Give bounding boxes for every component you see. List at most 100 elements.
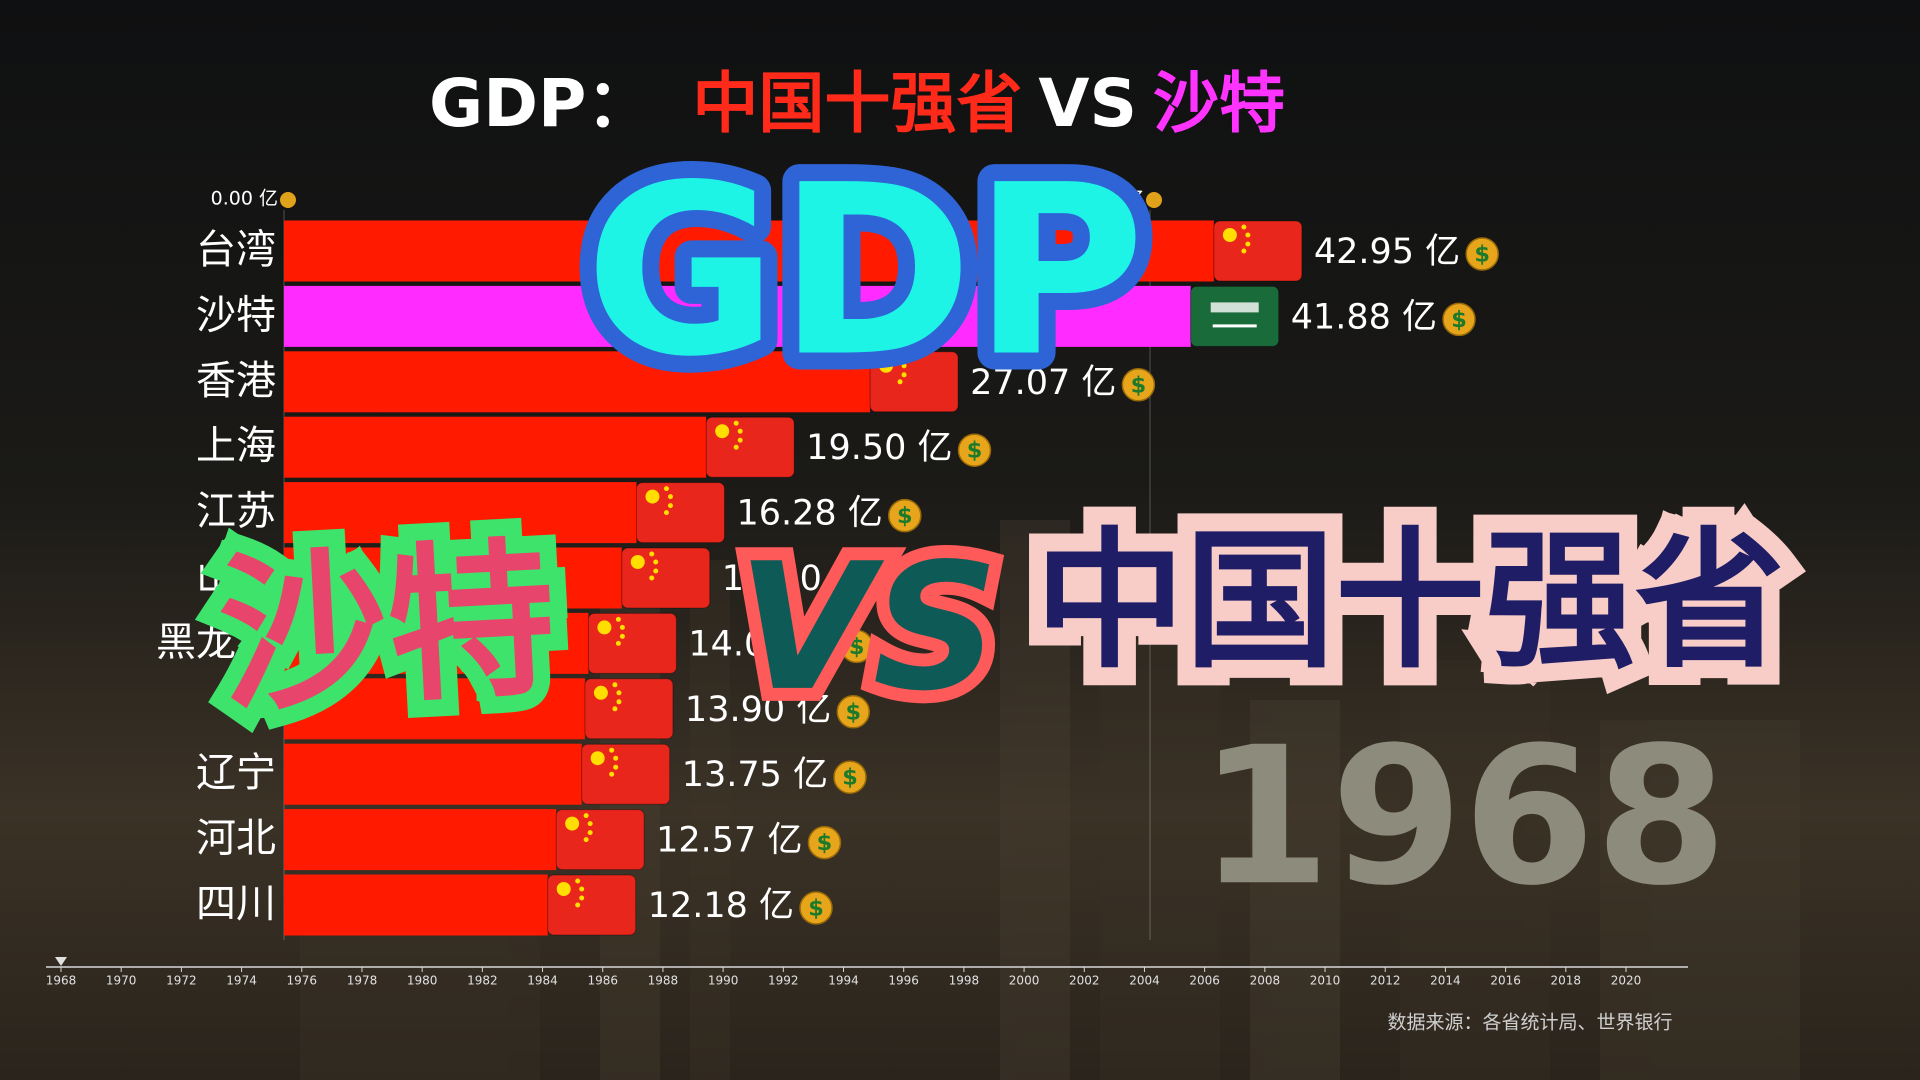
timeline-label: 1984 bbox=[527, 974, 558, 988]
category-label: 台湾 bbox=[196, 227, 276, 273]
timeline-label: 1992 bbox=[768, 974, 799, 988]
flag-star bbox=[616, 699, 622, 705]
timeline-label: 2014 bbox=[1430, 974, 1461, 988]
flag-star bbox=[575, 878, 581, 884]
timeline-marker bbox=[55, 957, 67, 966]
category-label: 河北 bbox=[196, 816, 276, 862]
flag-sword bbox=[1212, 324, 1257, 328]
flag-star bbox=[556, 882, 571, 896]
timeline-label: 1998 bbox=[949, 974, 980, 988]
flag-star bbox=[597, 620, 612, 635]
flag-star bbox=[613, 755, 619, 761]
value-label: 41.88 亿 bbox=[1291, 297, 1437, 337]
flag-star bbox=[579, 895, 585, 901]
flag-star bbox=[897, 379, 903, 385]
coin-symbol: $ bbox=[897, 503, 913, 529]
flag-star bbox=[575, 902, 581, 908]
bar bbox=[284, 416, 707, 478]
overlay-texts: GDP 沙特 VS 中国十强省 1968 bbox=[197, 118, 1803, 927]
coin-symbol: $ bbox=[1451, 307, 1467, 333]
timeline-label: 1982 bbox=[467, 974, 498, 988]
value-label: 12.57 亿 bbox=[656, 821, 802, 861]
value-label: 13.75 亿 bbox=[682, 755, 828, 795]
coin-icon bbox=[833, 760, 867, 794]
timeline-label: 1990 bbox=[708, 974, 739, 988]
flag bbox=[1190, 285, 1280, 347]
overlay-vs: VS bbox=[737, 527, 998, 730]
timeline-label: 1978 bbox=[347, 974, 378, 988]
flag-star bbox=[612, 706, 618, 712]
flag-star bbox=[615, 616, 621, 622]
bar-chart: 0.00 亿 40.00 亿 42.95 亿 $ 台湾 41.88 亿 $ 沙特 27.07 亿… bbox=[46, 188, 1688, 988]
timeline-label: 1980 bbox=[407, 974, 438, 988]
timeline-label: 1986 bbox=[587, 974, 618, 988]
timeline-label: 2016 bbox=[1490, 974, 1521, 988]
flag-star bbox=[615, 640, 621, 646]
coin-icon bbox=[873, 564, 907, 598]
timeline-label: 2012 bbox=[1370, 974, 1401, 988]
title-part: 沙特 bbox=[1153, 65, 1285, 142]
flag-star bbox=[667, 494, 673, 500]
bar bbox=[284, 351, 871, 413]
flag-star bbox=[583, 837, 589, 843]
coin-symbol: $ bbox=[882, 569, 898, 595]
flag-star bbox=[737, 428, 743, 434]
flag-star bbox=[715, 424, 730, 439]
overlay-right: 中国十强省 bbox=[1035, 515, 1785, 689]
coin-icon bbox=[839, 629, 874, 664]
flag-star bbox=[879, 358, 894, 373]
flag-star bbox=[1245, 241, 1251, 247]
coin-symbol: $ bbox=[1474, 242, 1490, 268]
timeline-label: 2018 bbox=[1551, 974, 1582, 988]
coin-symbol: $ bbox=[808, 896, 824, 922]
value-label: 12.18 亿 bbox=[648, 886, 794, 926]
x-tick-label: 40.00 亿 bbox=[1065, 188, 1144, 210]
flag-star bbox=[593, 685, 608, 700]
coin-symbol: $ bbox=[849, 634, 865, 660]
coin-symbol: $ bbox=[842, 765, 858, 791]
coin-icon bbox=[807, 825, 842, 860]
flag-star bbox=[612, 682, 618, 688]
flag-star bbox=[609, 747, 615, 753]
coin-icon bbox=[280, 192, 296, 208]
category-label: 四川 bbox=[196, 881, 276, 927]
flag-star bbox=[733, 420, 739, 426]
coin-symbol: $ bbox=[845, 699, 861, 725]
flag-star bbox=[737, 437, 743, 443]
bar bbox=[284, 547, 622, 609]
coin-icon bbox=[888, 498, 922, 533]
value-label: 42.95 亿 bbox=[1314, 232, 1460, 272]
timeline-label: 2004 bbox=[1129, 974, 1160, 988]
value-label: 16.28 亿 bbox=[736, 494, 882, 534]
flag-star bbox=[1222, 228, 1237, 242]
category-label: 沙特 bbox=[196, 292, 276, 338]
flag-star bbox=[587, 821, 593, 827]
bar bbox=[284, 809, 557, 871]
flag-star bbox=[649, 575, 655, 581]
flag-star bbox=[901, 372, 907, 378]
flag-star bbox=[649, 551, 655, 557]
flag-star bbox=[579, 886, 585, 892]
timeline-label: 2020 bbox=[1611, 974, 1642, 988]
timeline-label: 1968 bbox=[46, 974, 77, 988]
chart-title: GDP： 中国十强省 VS 沙特 bbox=[429, 65, 1285, 142]
timeline-label: 2008 bbox=[1250, 974, 1281, 988]
value-label: 15.60 亿 bbox=[722, 559, 868, 599]
coin-icon bbox=[1146, 192, 1162, 208]
flag-star bbox=[1241, 224, 1247, 230]
flag-star bbox=[1245, 232, 1251, 238]
flag-star bbox=[1241, 248, 1247, 254]
flag-star bbox=[667, 503, 673, 509]
bar bbox=[284, 678, 585, 740]
coin-icon bbox=[1465, 237, 1499, 271]
category-label: 香港 bbox=[196, 358, 276, 404]
flag-star bbox=[663, 486, 669, 492]
flag-star bbox=[901, 363, 907, 369]
coin-symbol: $ bbox=[967, 438, 983, 464]
title-part: 中国十强省 bbox=[692, 65, 1022, 142]
timeline-label: 1970 bbox=[106, 974, 137, 988]
flag-star bbox=[609, 771, 615, 777]
bar bbox=[284, 612, 589, 674]
coin-icon bbox=[1121, 368, 1156, 402]
title-part: GDP： bbox=[429, 65, 652, 142]
